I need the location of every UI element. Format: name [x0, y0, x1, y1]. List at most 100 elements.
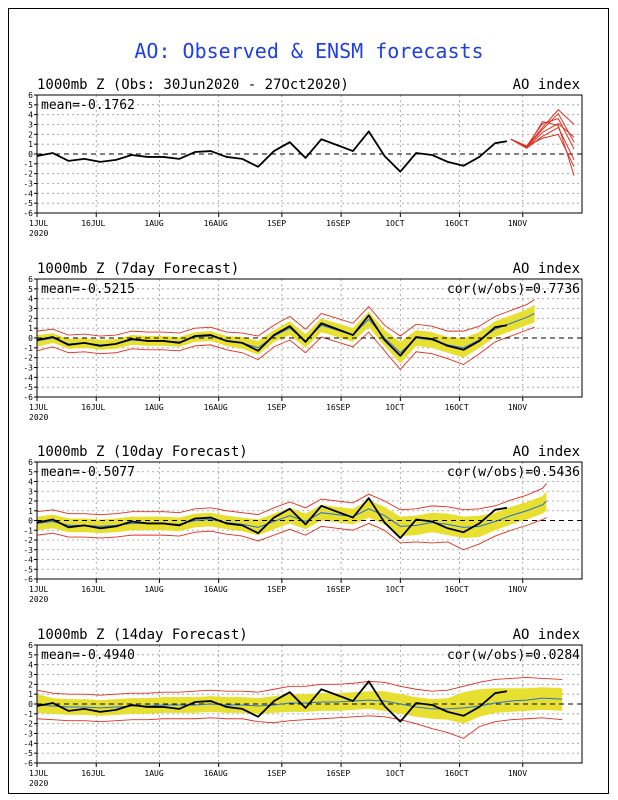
panel-title: 1000mb Z (7day Forecast) [37, 261, 239, 277]
x-tick-label: 1OCT [385, 219, 404, 228]
mean-label: mean=-0.5077 [41, 465, 135, 480]
x-tick-label: 16AUG [204, 769, 228, 778]
panel-title: 1000mb Z (10day Forecast) [37, 444, 248, 460]
panel-title: 1000mb Z (Obs: 30Jun2020 - 27Oct2020) [37, 77, 349, 93]
y-tick-label: -2 [23, 720, 33, 729]
y-tick-label: 2 [28, 680, 33, 689]
x-tick-label: 1NOV [508, 769, 527, 778]
x-tick-label: 16JUL [81, 769, 105, 778]
x-tick-label: 16AUG [204, 585, 228, 594]
x-year-label: 2020 [29, 779, 48, 788]
panel-index-label: AO index [513, 77, 580, 93]
x-tick-label: 1AUG [144, 769, 163, 778]
y-tick-label: -1 [23, 344, 33, 353]
y-tick-label: -6 [23, 575, 33, 584]
y-tick-label: -3 [23, 364, 33, 373]
forecast-member-line [510, 133, 575, 168]
x-tick-label: 16JUL [81, 585, 105, 594]
x-tick-label: 16OCT [445, 403, 469, 412]
x-tick-label: 1OCT [385, 585, 404, 594]
x-tick-label: 1NOV [508, 219, 527, 228]
x-tick-label: 1OCT [385, 769, 404, 778]
forecast-member-line [510, 120, 575, 176]
x-year-label: 2020 [29, 595, 48, 604]
y-tick-label: 1 [28, 690, 33, 699]
observed-line [36, 130, 508, 173]
envelope-low-line [36, 326, 535, 371]
observed-line [36, 314, 508, 357]
y-tick-label: -6 [23, 759, 33, 768]
y-tick-label: -3 [23, 180, 33, 189]
y-tick-label: 3 [28, 305, 33, 314]
mean-label: mean=-0.4940 [41, 648, 135, 663]
y-tick-label: 0 [28, 700, 33, 709]
observed-line [36, 497, 508, 539]
panel-title: 1000mb Z (14day Forecast) [37, 627, 248, 643]
y-tick-label: 5 [28, 468, 33, 477]
envelope-low-line [36, 715, 563, 739]
correlation-label: cor(w/obs)=0.5436 [447, 465, 580, 480]
ensemble-spread-band [37, 304, 535, 364]
y-tick-label: 2 [28, 497, 33, 506]
x-tick-label: 1JUL [29, 585, 48, 594]
x-tick-label: 1JUL [29, 403, 48, 412]
y-tick-label: 5 [28, 651, 33, 660]
y-tick-label: 1 [28, 140, 33, 149]
envelope-high-line [36, 299, 535, 337]
x-tick-label: 16AUG [204, 219, 228, 228]
y-tick-label: 6 [28, 641, 33, 650]
y-tick-label: 3 [28, 487, 33, 496]
y-tick-label: 1 [28, 507, 33, 516]
ensemble-spread-band [37, 687, 563, 724]
x-tick-label: 1JUL [29, 769, 48, 778]
envelope-low-line [36, 517, 547, 551]
y-tick-label: -4 [23, 556, 33, 565]
x-tick-label: 1JUL [29, 219, 48, 228]
y-tick-label: -4 [23, 739, 33, 748]
x-tick-label: 1NOV [508, 403, 527, 412]
x-tick-label: 1SEP [267, 585, 286, 594]
y-tick-label: 3 [28, 121, 33, 130]
y-tick-label: -4 [23, 373, 33, 382]
x-tick-label: 16OCT [445, 585, 469, 594]
ensemble-spread-band [37, 491, 547, 539]
y-tick-label: 6 [28, 91, 33, 100]
x-tick-label: 16OCT [445, 769, 469, 778]
y-tick-label: -5 [23, 565, 33, 574]
y-tick-label: 4 [28, 661, 33, 670]
y-tick-label: 5 [28, 285, 33, 294]
y-tick-label: -3 [23, 730, 33, 739]
panel-index-label: AO index [513, 627, 580, 643]
y-tick-label: -1 [23, 526, 33, 535]
y-tick-label: 0 [28, 150, 33, 159]
x-tick-label: 1SEP [267, 403, 286, 412]
y-tick-label: 5 [28, 101, 33, 110]
y-tick-label: -2 [23, 536, 33, 545]
y-tick-label: -6 [23, 209, 33, 218]
y-tick-label: -1 [23, 160, 33, 169]
y-tick-label: 2 [28, 314, 33, 323]
x-year-label: 2020 [29, 229, 48, 238]
y-tick-label: -2 [23, 170, 33, 179]
panel-index-label: AO index [513, 444, 580, 460]
correlation-label: cor(w/obs)=0.7736 [447, 282, 580, 297]
x-tick-label: 1AUG [144, 403, 163, 412]
ensemble-mean-line [36, 697, 563, 710]
x-tick-label: 1AUG [144, 585, 163, 594]
x-tick-label: 1NOV [508, 585, 527, 594]
y-tick-label: -1 [23, 710, 33, 719]
figure-frame [8, 8, 609, 794]
y-tick-label: -3 [23, 546, 33, 555]
mean-label: mean=-0.1762 [41, 98, 135, 113]
y-tick-label: 6 [28, 458, 33, 467]
x-tick-label: 1SEP [267, 219, 286, 228]
x-tick-label: 16JUL [81, 403, 105, 412]
x-tick-label: 16JUL [81, 219, 105, 228]
y-tick-label: 0 [28, 517, 33, 526]
y-tick-label: -2 [23, 354, 33, 363]
